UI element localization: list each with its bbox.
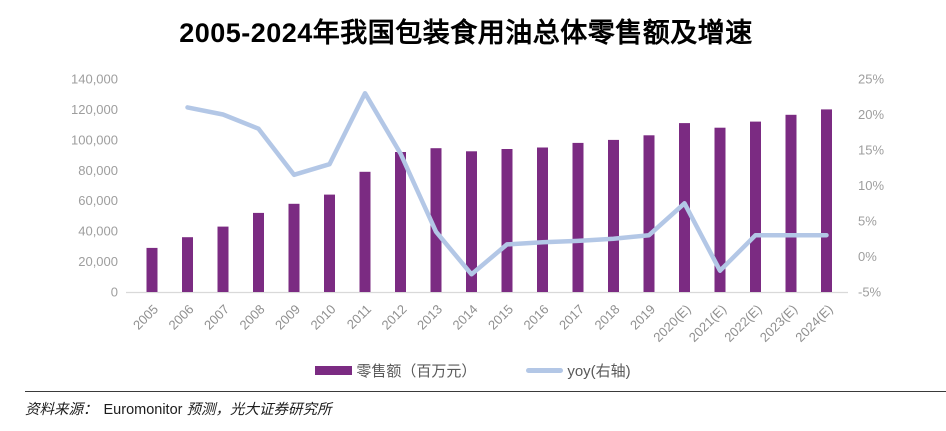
legend-item-yoy: yoy(右轴) <box>526 360 631 381</box>
x-axis-label-2011: 2011 <box>344 302 374 332</box>
chart-title: 2005-2024年我国包装食用油总体零售额及增速 <box>179 18 753 48</box>
right-axis-tick: -5% <box>858 285 882 300</box>
bar-2024(E) <box>821 109 832 293</box>
right-axis-tick: 10% <box>858 178 884 193</box>
legend-label-yoy: yoy(右轴) <box>567 363 631 380</box>
legend-item-retail: 零售额（百万元） <box>315 360 476 381</box>
bar-2008 <box>253 212 264 292</box>
x-axis-label-2009: 2009 <box>272 302 303 333</box>
bar-2015 <box>501 149 513 292</box>
x-axis-label-2005: 2005 <box>130 302 161 333</box>
bar-2005 <box>146 247 158 292</box>
bar-2009 <box>288 203 300 292</box>
bar-2007 <box>217 226 229 292</box>
x-axis-label-2015: 2015 <box>485 302 516 333</box>
bar-2013 <box>430 148 442 292</box>
x-axis-label-2008: 2008 <box>237 302 268 333</box>
x-axis-label-2023(E): 2023(E) <box>757 302 800 345</box>
bar-2021(E) <box>714 127 726 292</box>
x-axis-label-2019: 2019 <box>627 302 658 333</box>
source-label: 资料来源： <box>25 402 98 418</box>
x-axis-label-2018: 2018 <box>592 302 623 333</box>
legend-label-retail: 零售额（百万元） <box>356 363 477 380</box>
bar-2023(E) <box>785 114 797 292</box>
x-axis-label-2010: 2010 <box>308 302 339 333</box>
bar-2019 <box>643 135 655 292</box>
x-axis-label-2007: 2007 <box>201 302 232 333</box>
right-axis-tick: 20% <box>858 107 884 122</box>
bar-2011 <box>359 171 371 292</box>
bar-2018 <box>608 139 619 292</box>
bar-2014 <box>466 151 477 292</box>
x-axis-label-2024(E): 2024(E) <box>792 302 835 345</box>
x-axis-label-2013: 2013 <box>414 302 445 333</box>
x-axis-label-2021(E): 2021(E) <box>686 302 729 345</box>
bar-2016 <box>537 147 548 292</box>
x-axis-label-2016: 2016 <box>521 302 552 333</box>
bar-2012 <box>395 152 406 292</box>
bar-2010 <box>324 194 335 292</box>
yoy-line-swatch-icon <box>526 368 564 373</box>
yoy-line <box>185 90 829 277</box>
retail-bar-swatch-icon <box>315 366 353 375</box>
right-axis-tick: 15% <box>858 143 884 158</box>
source-suffix: 预测，光大证券研究所 <box>186 402 332 418</box>
right-axis-tick: 0% <box>858 249 877 264</box>
chart-legend: 零售额（百万元） yoy(右轴) <box>0 360 946 381</box>
source-name: Euromonitor <box>103 402 183 418</box>
left-axis-tick: 40,000 <box>78 224 118 239</box>
x-axis-label-2006: 2006 <box>166 302 197 333</box>
bar-2022(E) <box>750 121 761 292</box>
x-axis-label-2014: 2014 <box>450 302 481 333</box>
x-axis-label-2020(E): 2020(E) <box>650 302 693 345</box>
source-note: 资料来源： Euromonitor 预测，光大证券研究所 <box>25 391 946 419</box>
left-axis-tick: 0 <box>111 285 118 300</box>
left-axis-tick: 100,000 <box>71 132 118 147</box>
x-axis-label-2012: 2012 <box>379 302 410 333</box>
bar-line-chart: 0 20,000 40,000 60,000 80,000 100,000 120,000 1… <box>71 72 884 345</box>
x-axis-label-2017: 2017 <box>556 302 587 333</box>
left-axis-tick: 60,000 <box>78 193 118 208</box>
left-axis-tick: 140,000 <box>71 72 118 87</box>
bar-2017 <box>572 142 584 292</box>
left-axis-tick: 80,000 <box>78 163 118 178</box>
x-axis-label-2022(E): 2022(E) <box>721 302 764 345</box>
left-axis-tick: 120,000 <box>71 102 118 117</box>
left-axis-tick: 20,000 <box>78 254 118 269</box>
right-axis-tick: 25% <box>858 72 884 87</box>
right-axis-tick: 5% <box>858 214 877 229</box>
bar-2006 <box>182 237 193 292</box>
